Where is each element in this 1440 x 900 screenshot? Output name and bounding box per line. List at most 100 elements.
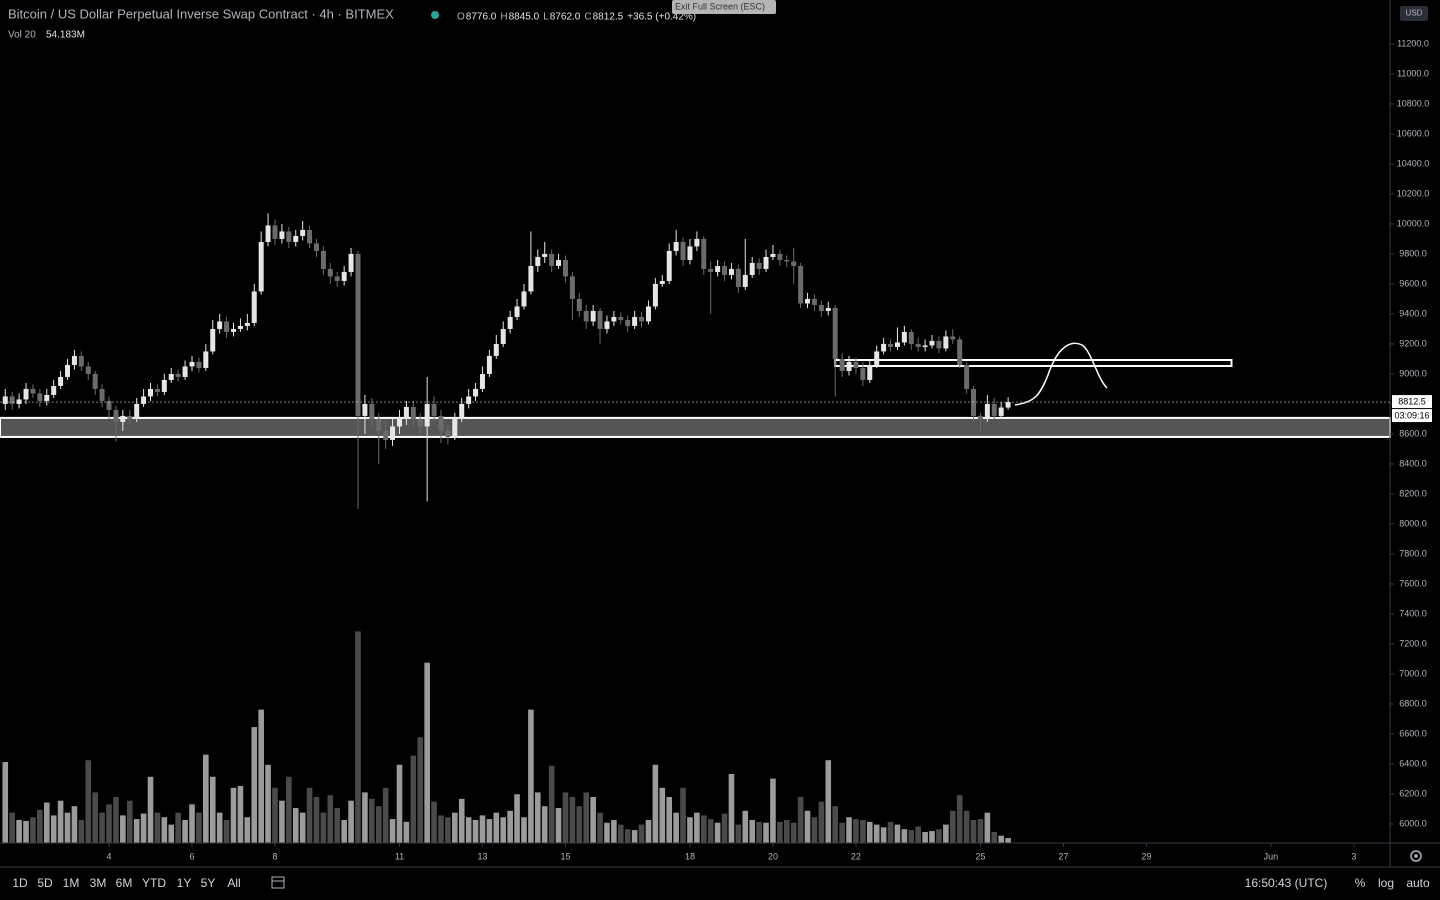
- candle-body: [652, 283, 658, 307]
- candle-body: [438, 415, 444, 431]
- volume-bar: [431, 801, 437, 843]
- candle-body: [348, 253, 354, 272]
- volume-bar: [216, 812, 223, 843]
- range-button[interactable]: 6M: [116, 876, 133, 890]
- volume-bar: [818, 801, 825, 843]
- volume-bar: [417, 737, 424, 843]
- exit-fullscreen-label: Exit Full Screen (ESC): [675, 1, 765, 11]
- y-tick-label: 8000.0: [1399, 518, 1427, 528]
- volume-bar: [832, 806, 838, 843]
- volume-bar: [472, 820, 479, 843]
- candle-body: [65, 364, 71, 377]
- volume-bar: [970, 820, 977, 843]
- candle-body: [749, 262, 755, 275]
- utc-clock[interactable]: 16:50:43 (UTC): [1245, 876, 1328, 890]
- volume-bar: [299, 812, 306, 843]
- candle-body: [473, 388, 479, 397]
- volume-bar: [251, 727, 258, 843]
- volume-bar: [977, 819, 984, 843]
- candle-body: [618, 316, 624, 320]
- volume-bar: [659, 787, 666, 843]
- x-tick-label: 13: [477, 851, 487, 861]
- range-button[interactable]: 3M: [90, 876, 107, 890]
- volume-bar: [991, 831, 998, 843]
- range-button[interactable]: 5D: [37, 876, 53, 890]
- scale-option[interactable]: log: [1378, 876, 1394, 890]
- range-button[interactable]: 1D: [12, 876, 28, 890]
- candle-body: [182, 366, 188, 377]
- market-status: [431, 11, 439, 19]
- exit-fullscreen[interactable]: [672, 0, 776, 14]
- volume-bar: [887, 821, 894, 843]
- candle-body: [417, 418, 423, 427]
- volume-bar: [694, 812, 700, 843]
- range-button[interactable]: 1M: [63, 876, 80, 890]
- candle-body: [943, 336, 949, 349]
- volume-bar: [963, 810, 970, 843]
- y-tick-label: 7200.0: [1399, 638, 1427, 648]
- scale-option[interactable]: auto: [1406, 876, 1430, 890]
- candle-body: [694, 238, 700, 247]
- range-button[interactable]: 1Y: [177, 876, 192, 890]
- volume-bar: [147, 776, 154, 843]
- candle-body: [964, 364, 970, 389]
- volume-bar: [936, 829, 942, 843]
- date-range-icon[interactable]: [271, 876, 285, 889]
- x-tick-label: 3: [1351, 851, 1356, 861]
- candle-body: [957, 339, 963, 365]
- volume-bar: [797, 797, 804, 843]
- volume-bar: [576, 806, 583, 843]
- volume-bar: [133, 819, 140, 843]
- scale-option[interactable]: %: [1355, 876, 1366, 890]
- candle-body: [459, 403, 465, 419]
- volume-bar: [16, 820, 22, 843]
- volume-bar: [320, 812, 327, 843]
- y-tick-label: 10400.0: [1397, 158, 1430, 168]
- volume-bar: [9, 812, 15, 843]
- candle-body: [611, 316, 617, 322]
- candle-body: [950, 336, 956, 340]
- legend-value: 8762.0: [550, 12, 581, 23]
- volume-bar: [161, 817, 168, 843]
- candle-body: [286, 231, 292, 242]
- y-tick-label: 7800.0: [1399, 548, 1427, 558]
- x-tick-label: 6: [189, 851, 194, 861]
- volume-bar: [410, 755, 417, 843]
- candle-body: [556, 259, 562, 266]
- range-button[interactable]: 5Y: [201, 876, 216, 890]
- volume-bar: [78, 820, 85, 843]
- volume-bar: [749, 820, 756, 843]
- range-button[interactable]: All: [227, 876, 240, 890]
- volume-bar: [438, 815, 444, 843]
- candle-body: [196, 361, 202, 368]
- currency-badge[interactable]: [1400, 6, 1428, 21]
- volume-bar: [50, 815, 57, 843]
- candle-body: [224, 321, 230, 332]
- volume-bar: [451, 812, 458, 843]
- candle-body: [818, 304, 824, 311]
- candle-body: [390, 426, 396, 440]
- volume-bar: [687, 817, 693, 843]
- candle-body: [722, 265, 728, 275]
- volume-bar: [839, 822, 845, 843]
- candle-body: [431, 403, 437, 416]
- range-button[interactable]: YTD: [142, 876, 166, 890]
- volume-bar: [154, 812, 161, 843]
- candle-body: [908, 331, 914, 344]
- settings-icon[interactable]: [1410, 850, 1422, 862]
- x-tick-label: 20: [768, 851, 778, 861]
- volume-bar: [403, 821, 410, 843]
- y-tick-label: 9600.0: [1399, 278, 1427, 288]
- candle-body: [30, 388, 36, 394]
- countdown-label: 03:09:16: [1394, 410, 1429, 420]
- volume-bar: [583, 792, 590, 843]
- volume-bar: [99, 812, 105, 843]
- volume-bar: [203, 754, 209, 843]
- volume-bar: [286, 776, 292, 843]
- candle-body: [521, 291, 527, 307]
- y-tick-label: 7400.0: [1399, 608, 1427, 618]
- candle-body: [106, 400, 112, 410]
- volume-bar: [611, 820, 617, 843]
- volume-bar: [2, 762, 9, 843]
- volume-bar: [244, 817, 251, 843]
